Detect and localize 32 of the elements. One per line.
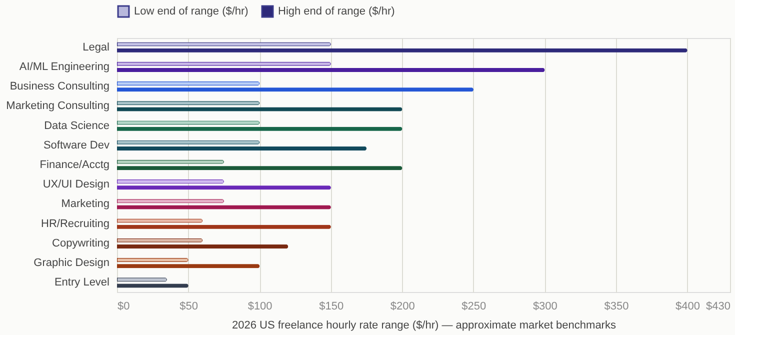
y-tick-label: Graphic Design: [34, 257, 110, 270]
x-tick-label: $200: [390, 300, 415, 312]
y-tick-label: Data Science: [44, 120, 110, 132]
y-tick-label: UX/UI Design: [42, 178, 110, 191]
y-tick-label: Entry Level: [54, 276, 110, 289]
y-tick-label: AI/ML Engineering: [19, 60, 110, 73]
x-tick-label: $400: [675, 300, 700, 312]
x-tick-label: $50: [180, 300, 198, 312]
bar: [117, 244, 288, 249]
bar: [117, 258, 188, 262]
y-tick-label: Marketing Consulting: [6, 100, 110, 112]
bar: [117, 146, 366, 150]
y-tick-label: Marketing: [61, 198, 110, 210]
bar: [117, 180, 224, 184]
legend-label: High end of range ($/hr): [278, 6, 395, 18]
bar: [117, 81, 260, 86]
x-axis-title: 2026 US freelance hourly rate range ($/hr) — approximate market benchmarks: [232, 320, 616, 332]
y-tick-label: Legal: [82, 41, 110, 54]
x-tick-label: $430: [706, 300, 730, 312]
x-tick-label: $150: [319, 300, 344, 312]
y-tick-label: Business Consulting: [10, 80, 110, 93]
bar: [117, 68, 545, 72]
x-tick-label: $250: [462, 300, 486, 312]
y-tick-label: Software Dev: [43, 139, 110, 152]
y-tick-label: Finance/Acctg: [40, 159, 110, 171]
x-tick-label: $0: [118, 300, 130, 312]
y-tick-label: Copywriting: [52, 237, 110, 250]
x-tick-label: $300: [532, 300, 558, 312]
y-tick-label: HR/Recruiting: [41, 218, 110, 230]
x-tick-label: $350: [604, 300, 629, 312]
x-tick-label: $100: [248, 300, 272, 312]
legend-label: Low end of range ($/hr): [134, 6, 248, 18]
